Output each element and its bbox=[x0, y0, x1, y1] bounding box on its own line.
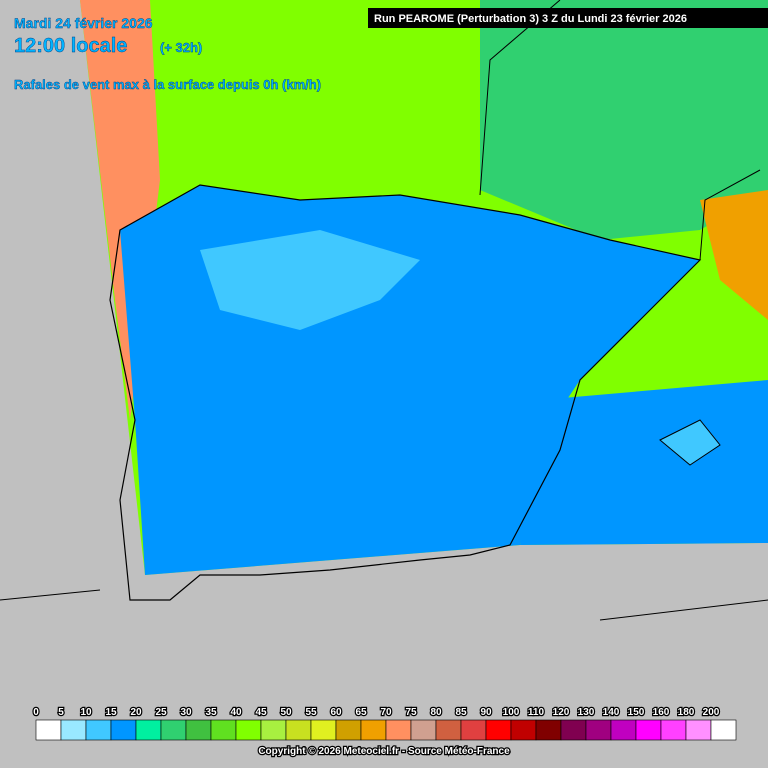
island bbox=[659, 419, 721, 466]
legend-swatch bbox=[260, 719, 287, 741]
legend-swatch bbox=[385, 719, 412, 741]
legend-swatch bbox=[360, 719, 387, 741]
legend-swatch bbox=[560, 719, 587, 741]
gulf-wind bbox=[700, 190, 768, 320]
france-wind bbox=[480, 0, 768, 240]
legend-swatch bbox=[85, 719, 112, 741]
legend-swatch bbox=[535, 719, 562, 741]
legend-label: 15 bbox=[105, 707, 117, 718]
run-info: Run PEAROME (Perturbation 3) 3 Z du Lund… bbox=[374, 13, 687, 25]
legend-label: 60 bbox=[330, 707, 342, 718]
legend-swatch bbox=[685, 719, 712, 741]
run-bar bbox=[368, 8, 768, 28]
legend-swatch bbox=[285, 719, 312, 741]
legend-label: 0 bbox=[33, 707, 39, 718]
legend-swatch bbox=[410, 719, 437, 741]
sea-wind bbox=[520, 380, 768, 545]
coastline bbox=[109, 184, 702, 601]
legend-label: 45 bbox=[255, 707, 267, 718]
legend-label: 65 bbox=[355, 707, 367, 718]
legend-swatch bbox=[185, 719, 212, 741]
legend-label: 140 bbox=[603, 707, 620, 718]
legend-swatch bbox=[160, 719, 187, 741]
legend-label: 130 bbox=[578, 707, 595, 718]
legend-label: 20 bbox=[130, 707, 142, 718]
legend-label: 100 bbox=[503, 707, 520, 718]
parameter: Rafales de vent max à la surface depuis … bbox=[14, 77, 321, 92]
legend-label: 25 bbox=[155, 707, 167, 718]
legend-swatch bbox=[435, 719, 462, 741]
offset: (+ 32h) bbox=[160, 40, 202, 55]
borders bbox=[0, 0, 768, 621]
legend-swatch bbox=[310, 719, 337, 741]
legend-swatch bbox=[135, 719, 162, 741]
legend-label: 110 bbox=[528, 707, 545, 718]
legend-label: 160 bbox=[653, 707, 670, 718]
legend-swatch bbox=[335, 719, 362, 741]
legend-label: 5 bbox=[58, 707, 64, 718]
legend-label: 90 bbox=[480, 707, 492, 718]
time: 12:00 locale bbox=[14, 35, 127, 57]
legend-label: 70 bbox=[380, 707, 392, 718]
legend-label: 75 bbox=[405, 707, 417, 718]
legend-swatch bbox=[235, 719, 262, 741]
legend-swatch bbox=[585, 719, 612, 741]
legend-label: 200 bbox=[703, 707, 720, 718]
legend-swatch bbox=[610, 719, 637, 741]
legend-label: 80 bbox=[430, 707, 442, 718]
legend-label: 10 bbox=[80, 707, 92, 718]
legend-label: 85 bbox=[455, 707, 467, 718]
legend-label: 180 bbox=[678, 707, 695, 718]
legend-swatch bbox=[485, 719, 512, 741]
legend-label: 55 bbox=[305, 707, 317, 718]
legend-swatch bbox=[210, 719, 237, 741]
legend-label: 35 bbox=[205, 707, 217, 718]
legend-swatch bbox=[35, 719, 62, 741]
legend-swatch bbox=[635, 719, 662, 741]
legend-label: 30 bbox=[180, 707, 192, 718]
legend-label: 120 bbox=[553, 707, 570, 718]
legend-label: 50 bbox=[280, 707, 292, 718]
legend-swatch bbox=[110, 719, 137, 741]
legend-swatch bbox=[60, 719, 87, 741]
legend-swatch bbox=[460, 719, 487, 741]
date: Mardi 24 février 2026 bbox=[14, 15, 153, 31]
plateau-wind bbox=[200, 230, 420, 330]
legend-swatch bbox=[710, 719, 737, 741]
legend-label: 150 bbox=[628, 707, 645, 718]
legend-label: 40 bbox=[230, 707, 242, 718]
copyright: Copyright © 2026 Meteociel.fr - Source M… bbox=[258, 746, 510, 757]
legend-swatch bbox=[660, 719, 687, 741]
legend-swatch bbox=[510, 719, 537, 741]
